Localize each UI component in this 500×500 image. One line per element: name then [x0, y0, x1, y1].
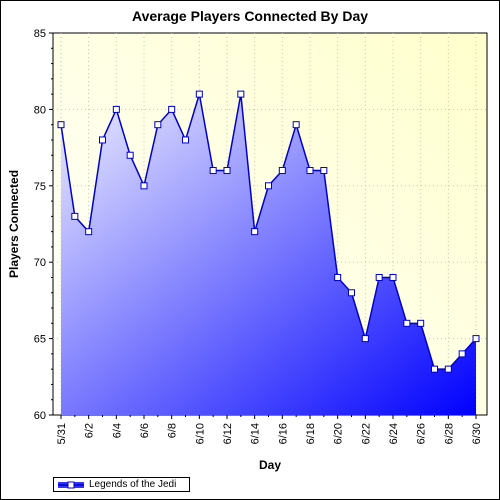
legend-label: Legends of the Jedi	[89, 479, 177, 490]
data-point	[348, 289, 355, 297]
data-point	[472, 335, 480, 343]
data-point	[375, 273, 383, 281]
y-axis-title: Players Connected	[7, 170, 21, 278]
y-tick-label: 70	[34, 257, 46, 269]
x-tick-label: 5/31	[56, 423, 68, 444]
x-tick-label: 6/22	[360, 423, 372, 444]
x-tick-label: 6/16	[277, 423, 289, 444]
x-tick-label: 6/6	[139, 423, 151, 438]
y-tick-label: 85	[34, 28, 46, 40]
x-axis-title: Day	[259, 458, 281, 472]
data-point	[223, 167, 231, 175]
x-tick-label: 6/24	[388, 423, 400, 444]
data-point	[265, 182, 272, 190]
data-point	[112, 105, 120, 113]
x-tick-label: 6/18	[305, 423, 317, 444]
x-tick-label: 6/2	[84, 423, 96, 438]
series-fill	[61, 94, 476, 416]
data-point	[306, 167, 314, 175]
data-point	[334, 273, 342, 281]
x-tick-label: 6/12	[222, 423, 234, 444]
data-point	[99, 136, 106, 144]
data-point	[154, 121, 162, 129]
data-point	[292, 121, 300, 129]
x-tick-label: 6/26	[416, 423, 428, 444]
chart-title: Average Players Connected By Day	[131, 8, 369, 24]
data-point	[126, 151, 134, 159]
y-tick-label: 80	[34, 104, 46, 116]
data-point	[278, 167, 286, 175]
data-point	[458, 350, 466, 358]
series-area	[57, 90, 480, 416]
y-axis: 60 65 70 75 80 85	[34, 28, 53, 422]
data-point	[237, 90, 245, 98]
y-tick-label: 75	[34, 181, 46, 193]
data-point	[251, 228, 259, 236]
x-tick-label: 6/20	[333, 423, 345, 444]
data-point	[403, 319, 411, 327]
data-point	[195, 90, 203, 98]
legend-swatch	[58, 481, 84, 489]
data-point	[444, 365, 452, 373]
legend: Legends of the Jedi	[53, 477, 190, 492]
x-axis: 5/31 6/2 6/4 6/6 6/8 6/10 6/12 6/14 6/16 6/18 6/20…	[56, 415, 483, 444]
data-point	[209, 167, 217, 175]
data-point	[182, 136, 189, 144]
x-tick-label: 6/10	[194, 423, 206, 444]
data-point	[168, 105, 176, 113]
data-point	[71, 212, 79, 220]
x-tick-label: 6/30	[471, 423, 483, 444]
data-point	[361, 335, 369, 343]
data-point	[140, 182, 148, 190]
y-tick-label: 65	[34, 334, 46, 346]
x-tick-label: 6/14	[250, 423, 262, 444]
y-tick-label: 60	[34, 410, 46, 422]
data-point	[417, 319, 425, 327]
data-point	[320, 167, 328, 175]
data-point	[57, 121, 65, 129]
x-tick-label: 6/8	[167, 423, 179, 438]
data-point	[389, 273, 397, 281]
x-tick-label: 6/4	[111, 423, 123, 438]
data-point	[85, 228, 93, 236]
data-point	[431, 365, 438, 373]
x-tick-label: 6/28	[443, 423, 455, 444]
